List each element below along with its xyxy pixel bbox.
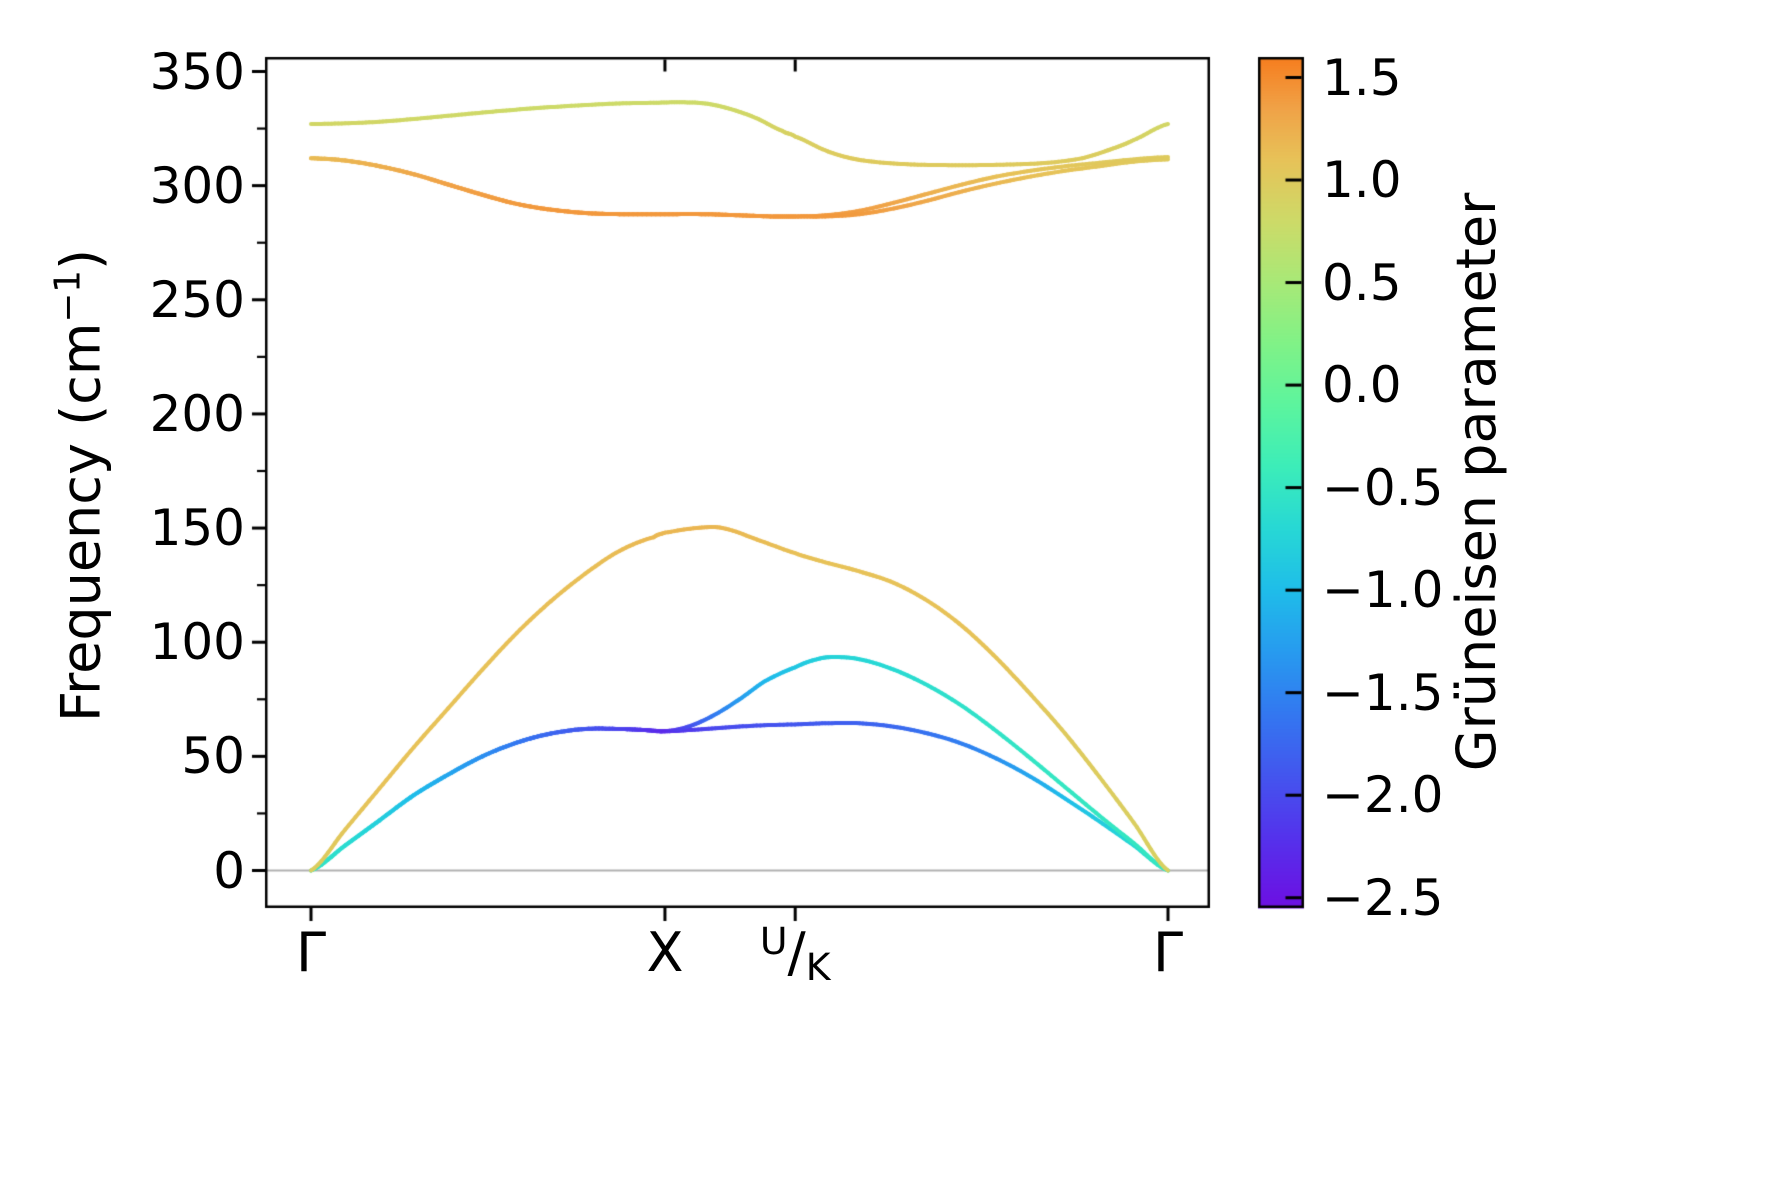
colorbar-tick-label: −0.5 bbox=[1322, 458, 1444, 517]
y-axis-label: Frequency (cm−1) bbox=[48, 36, 116, 936]
colorbar-tick-label: −1.5 bbox=[1322, 663, 1444, 722]
colorbar-label: Grüneisen parameter bbox=[1445, 192, 1508, 772]
y-tick-label: 350 bbox=[149, 42, 245, 101]
y-tick-label: 250 bbox=[149, 270, 245, 329]
x-tick-label: Γ bbox=[1152, 921, 1184, 984]
colorbar-tick-label: 0.5 bbox=[1322, 253, 1402, 312]
y-axis-label-text: Frequency (cm−1) bbox=[47, 248, 113, 723]
x-tick-label: Γ bbox=[295, 921, 327, 984]
colorbar-tick-label: −2.5 bbox=[1322, 868, 1444, 927]
y-axis-label-superscript: −1 bbox=[47, 270, 89, 323]
y-axis-label-prefix: Frequency (cm bbox=[49, 322, 113, 723]
colorbar-tick-label: 0.0 bbox=[1322, 356, 1402, 415]
x-tick-slash: / bbox=[787, 921, 806, 984]
colorbar-tick-label: −2.0 bbox=[1322, 766, 1444, 825]
colorbar-tick-label: 1.0 bbox=[1322, 151, 1402, 210]
y-tick-label: 0 bbox=[213, 841, 245, 900]
y-axis-label-suffix: ) bbox=[49, 248, 113, 271]
x-tick-label: X bbox=[646, 921, 684, 984]
colorbar-tick-label: −1.0 bbox=[1322, 561, 1444, 620]
x-tick-sup: U bbox=[759, 919, 788, 963]
colorbar-tick-label: 1.5 bbox=[1322, 48, 1402, 107]
y-tick-label: 50 bbox=[181, 727, 245, 786]
y-tick-label: 150 bbox=[149, 499, 245, 558]
x-tick-label: U/K bbox=[760, 919, 831, 989]
x-tick-sub: K bbox=[805, 945, 831, 990]
y-tick-label: 100 bbox=[149, 613, 245, 672]
y-tick-label: 300 bbox=[149, 156, 245, 215]
y-tick-label: 200 bbox=[149, 384, 245, 443]
